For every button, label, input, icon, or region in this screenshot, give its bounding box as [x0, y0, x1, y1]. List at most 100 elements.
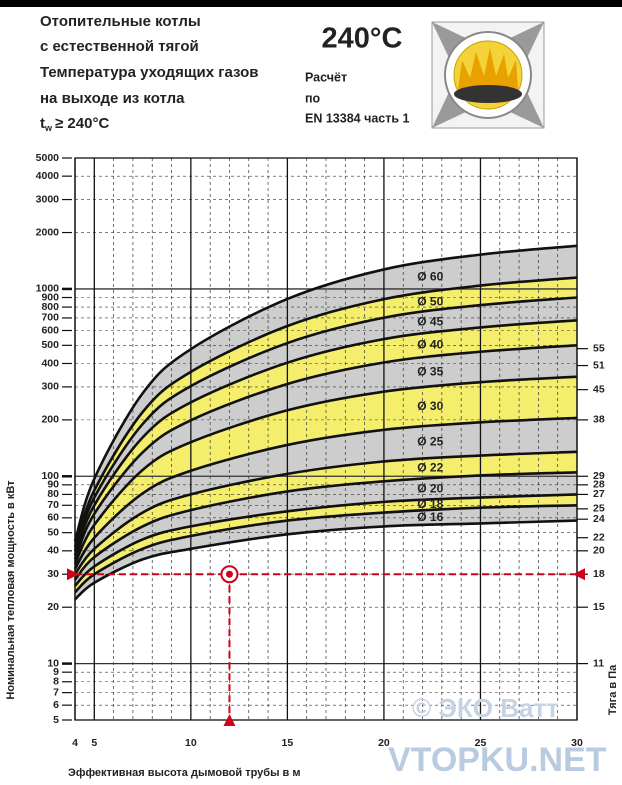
plot: 5678910203040506070809010020030040050060… — [5, 152, 619, 779]
boundary-line — [73, 416, 578, 570]
y-tick-label: 600 — [41, 324, 59, 336]
band-label: Ø 35 — [417, 364, 443, 378]
y-tick-label: 10 — [47, 657, 59, 669]
logo-coal — [454, 85, 522, 103]
calc-line: по — [305, 91, 321, 105]
boundary-line — [73, 244, 578, 542]
draft-tick-label: 38 — [593, 414, 605, 426]
example-arrow — [67, 568, 79, 581]
y-tick-label: 800 — [41, 301, 59, 313]
draft-tick-label: 24 — [593, 513, 605, 525]
y-tick-label: 900 — [41, 291, 59, 303]
boundary-line — [73, 319, 578, 556]
y-tick-label: 200 — [41, 414, 59, 426]
y-tick-label: 60 — [47, 512, 59, 524]
header-line: Температура уходящих газов — [40, 64, 258, 81]
logo — [431, 21, 545, 129]
band-area — [75, 345, 577, 565]
example-point-core — [225, 570, 233, 578]
y-tick-label: 80 — [47, 488, 59, 500]
temp-subscript: w — [44, 123, 53, 133]
y-tick-label: 50 — [47, 526, 59, 538]
temp-symbol: t — [40, 115, 45, 132]
boundary-line — [74, 519, 578, 601]
y-tick-label: 3000 — [36, 193, 60, 205]
y-tick-label: 9 — [53, 666, 59, 678]
y-tick-label: 2000 — [36, 226, 60, 238]
x-axis-title: Эффективная высота дымовой трубы в м — [68, 767, 301, 779]
draft-tick-label: 11 — [593, 657, 604, 669]
draft-tick-label: 20 — [593, 545, 605, 557]
draft-tick-label: 55 — [593, 342, 605, 354]
y-tick-label: 100 — [41, 470, 59, 482]
x-tick-label: 25 — [475, 737, 487, 749]
header-line: Отопительные котлы — [40, 13, 201, 30]
x-tick-label: 5 — [91, 737, 97, 749]
x-tick-label: 10 — [185, 737, 197, 749]
draft-tick-label: 51 — [593, 359, 605, 371]
band-area — [75, 376, 577, 569]
boundary-line — [73, 344, 578, 560]
boundary-line — [73, 450, 578, 576]
draft-tick-label: 18 — [593, 568, 605, 580]
boundary-line — [73, 471, 578, 581]
band-label: Ø 22 — [417, 461, 443, 475]
band-label: Ø 18 — [417, 497, 443, 511]
x-tick-label: 15 — [282, 737, 294, 749]
y-tick-label: 300 — [41, 381, 59, 393]
watermark: VTOPKU.NET — [388, 741, 607, 779]
y-tick-label: 400 — [41, 357, 59, 369]
draft-tick-label: 28 — [593, 479, 605, 491]
big-temp: 240°C — [322, 23, 403, 55]
boundary-line — [73, 296, 578, 552]
plot-frame — [74, 157, 578, 721]
boundary-line — [74, 493, 578, 587]
draft-axis-title: Тяга в Па — [607, 664, 619, 715]
y-tick-label: 1000 — [36, 283, 60, 295]
y-tick-label: 20 — [47, 601, 59, 613]
draft-tick-label: 29 — [593, 470, 605, 482]
watermark: © ЭКО Ватт — [412, 693, 559, 723]
band-label: Ø 60 — [417, 270, 443, 284]
y-tick-label: 70 — [47, 499, 59, 511]
y-tick-label: 90 — [47, 479, 59, 491]
boundary-line — [73, 375, 578, 565]
band-label: Ø 30 — [417, 399, 443, 413]
example-arrow — [223, 714, 236, 726]
logo-flames — [458, 48, 518, 90]
calc-line: EN 13384 часть 1 — [305, 111, 410, 125]
top-bar — [0, 0, 622, 7]
example-arrow — [573, 568, 585, 581]
band-label: Ø 16 — [417, 510, 443, 524]
draft-tick-label: 22 — [593, 531, 605, 543]
x-tick-label: 4 — [72, 737, 78, 749]
y-tick-label: 4000 — [36, 170, 60, 182]
band-label: Ø 40 — [417, 338, 443, 352]
draft-tick-label: 25 — [593, 503, 605, 515]
band-label: Ø 25 — [417, 435, 443, 449]
temp-condition: ≥ 240°C — [55, 115, 109, 132]
y-axis-title: Номинальная тепловая мощность в кВт — [5, 480, 17, 700]
y-tick-label: 5 — [53, 714, 59, 726]
draft-tick-label: 27 — [593, 488, 605, 500]
header-line: на выходе из котла — [40, 90, 185, 107]
y-tick-label: 6 — [53, 699, 59, 711]
header-line: с естественной тягой — [40, 38, 199, 55]
y-tick-label: 5000 — [36, 152, 60, 164]
band-label: Ø 20 — [417, 481, 443, 495]
boundary-line — [73, 276, 578, 548]
draft-tick-label: 45 — [593, 383, 605, 395]
band-label: Ø 45 — [417, 315, 443, 329]
draft-tick-label: 15 — [593, 601, 605, 613]
calc-line: Расчёт — [305, 70, 347, 84]
boundary-line — [74, 503, 578, 594]
band-area — [75, 417, 577, 575]
band-label: Ø 50 — [417, 294, 443, 308]
band-area — [75, 245, 577, 547]
x-tick-label: 20 — [378, 737, 390, 749]
y-tick-label: 500 — [41, 339, 59, 351]
y-tick-label: 700 — [41, 312, 59, 324]
y-tick-label: 30 — [47, 568, 59, 580]
y-tick-label: 7 — [53, 686, 59, 698]
